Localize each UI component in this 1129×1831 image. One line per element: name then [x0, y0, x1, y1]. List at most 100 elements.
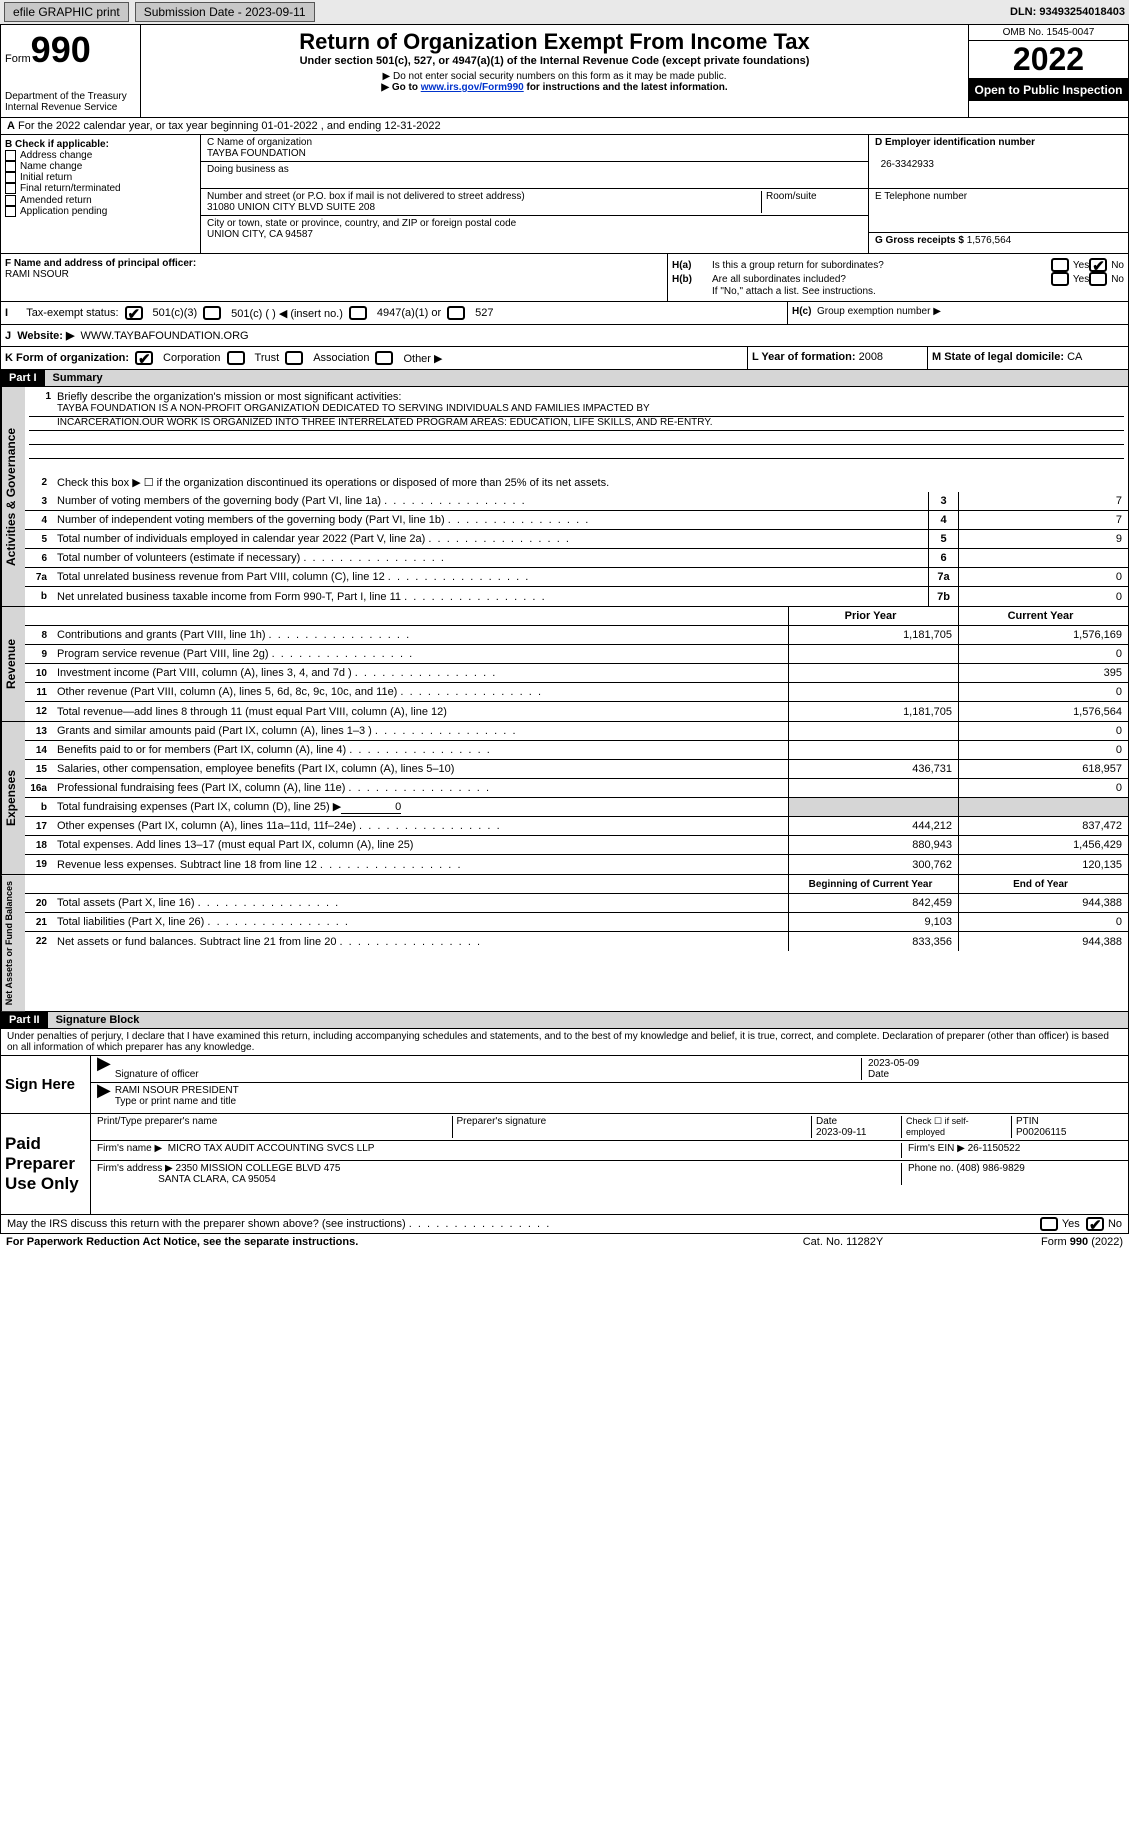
- sign-here-block: Sign Here ▶ Signature of officer 2023-05…: [0, 1056, 1129, 1114]
- l-label: L Year of formation:: [752, 351, 856, 363]
- top-strip: efile GRAPHIC print Submission Date - 20…: [0, 0, 1129, 24]
- sign-here-label: Sign Here: [1, 1056, 91, 1113]
- l6-label: Total number of volunteers (estimate if …: [53, 550, 928, 566]
- tab-net-assets: Net Assets or Fund Balances: [1, 875, 25, 1011]
- gross-receipts-label: G Gross receipts $: [875, 235, 964, 246]
- row-j: J Website: ▶ WWW.TAYBAFOUNDATION.ORG: [0, 325, 1129, 347]
- box-b-title: B Check if applicable:: [5, 139, 109, 150]
- cb-hb-no[interactable]: [1089, 272, 1107, 286]
- tab-revenue: Revenue: [1, 607, 25, 721]
- cb-ha-no[interactable]: [1089, 258, 1107, 272]
- part1-label: Part I: [1, 370, 45, 386]
- cb-address-change[interactable]: [5, 150, 16, 161]
- v6: [958, 549, 1128, 567]
- part1-header: Part I Summary: [0, 370, 1129, 387]
- row-a-text: For the 2022 calendar year, or tax year …: [18, 120, 441, 132]
- hb-label: Are all subordinates included?: [712, 274, 1051, 285]
- form-header: Form990 Department of the Treasury Inter…: [0, 24, 1129, 118]
- part1-title: Summary: [45, 370, 1128, 386]
- cb-final-return[interactable]: [5, 183, 16, 194]
- tab-activities: Activities & Governance: [1, 387, 25, 606]
- tax-exempt-label: Tax-exempt status:: [26, 307, 118, 319]
- part2-label: Part II: [1, 1012, 48, 1028]
- form-subtitle: Under section 501(c), 527, or 4947(a)(1)…: [149, 55, 960, 67]
- cb-initial-return[interactable]: [5, 172, 16, 183]
- row-klm: K Form of organization: Corporation Trus…: [0, 347, 1129, 370]
- efile-print-button[interactable]: efile GRAPHIC print: [4, 2, 129, 22]
- city-state-zip: UNION CITY, CA 94587: [207, 229, 313, 240]
- submission-date-button[interactable]: Submission Date - 2023-09-11: [135, 2, 315, 22]
- irs-link[interactable]: www.irs.gov/Form990: [421, 82, 524, 93]
- row-i: I Tax-exempt status: 501(c)(3) 501(c) ( …: [0, 302, 1129, 325]
- officer-name: RAMI NSOUR: [5, 269, 69, 280]
- l3-label: Number of voting members of the governin…: [53, 493, 928, 509]
- cb-501c[interactable]: [203, 306, 221, 320]
- open-inspection: Open to Public Inspection: [969, 79, 1128, 101]
- ein-value: 26-3342933: [881, 159, 934, 170]
- cb-trust[interactable]: [227, 351, 245, 365]
- irs-label: Internal Revenue Service: [5, 102, 136, 113]
- tax-year: 2022: [969, 41, 1128, 79]
- omb-number: OMB No. 1545-0047: [969, 25, 1128, 41]
- tab-expenses: Expenses: [1, 722, 25, 874]
- hc-label: Group exemption number ▶: [817, 306, 941, 317]
- dln-label: DLN: 93493254018403: [1010, 6, 1125, 18]
- cb-discuss-yes[interactable]: [1040, 1217, 1058, 1231]
- cb-4947[interactable]: [349, 306, 367, 320]
- v7b: 0: [958, 587, 1128, 606]
- officer-label: F Name and address of principal officer:: [5, 258, 196, 269]
- l1-label: Briefly describe the organization's miss…: [57, 391, 401, 403]
- arrow-icon: ▶: [97, 1085, 111, 1107]
- form-title: Return of Organization Exempt From Incom…: [149, 29, 960, 55]
- part2-title: Signature Block: [48, 1012, 1128, 1028]
- cb-hb-yes[interactable]: [1051, 272, 1069, 286]
- cb-other[interactable]: [375, 351, 393, 365]
- paid-preparer-block: Paid Preparer Use Only Print/Type prepar…: [0, 1114, 1129, 1215]
- ha-label: Is this a group return for subordinates?: [712, 260, 1051, 271]
- arrow-icon: ▶: [97, 1058, 111, 1080]
- cb-discuss-no[interactable]: [1086, 1217, 1104, 1231]
- cb-amended[interactable]: [5, 195, 16, 206]
- l5-label: Total number of individuals employed in …: [53, 531, 928, 547]
- dept-treasury: Department of the Treasury: [5, 91, 136, 102]
- current-year-hdr: Current Year: [958, 607, 1128, 625]
- cb-501c3[interactable]: [125, 306, 143, 320]
- cb-name-change[interactable]: [5, 161, 16, 172]
- cb-527[interactable]: [447, 306, 465, 320]
- note-ssn: ▶ Do not enter social security numbers o…: [149, 71, 960, 82]
- form-word: Form: [5, 53, 31, 65]
- cb-corp[interactable]: [135, 351, 153, 365]
- page-footer: For Paperwork Reduction Act Notice, see …: [0, 1234, 1129, 1250]
- form-number: 990: [31, 29, 91, 70]
- ein-label: D Employer identification number: [875, 137, 1035, 148]
- prior-year-hdr: Prior Year: [788, 607, 958, 625]
- l4-label: Number of independent voting members of …: [53, 512, 928, 528]
- footer-cat: Cat. No. 11282Y: [743, 1236, 943, 1248]
- cb-ha-yes[interactable]: [1051, 258, 1069, 272]
- l2-label: Check this box ▶ ☐ if the organization d…: [53, 474, 1128, 491]
- cb-app-pending[interactable]: [5, 206, 16, 217]
- l7b-label: Net unrelated business taxable income fr…: [53, 589, 928, 605]
- declaration-text: Under penalties of perjury, I declare th…: [0, 1029, 1129, 1056]
- website-url: WWW.TAYBAFOUNDATION.ORG: [81, 330, 249, 342]
- cb-assoc[interactable]: [285, 351, 303, 365]
- row-a-tax-year: A For the 2022 calendar year, or tax yea…: [0, 118, 1129, 135]
- addr-label: Number and street (or P.O. box if mail i…: [207, 191, 525, 202]
- gross-receipts-value: 1,576,564: [967, 235, 1012, 246]
- footer-right: Form 990 (2022): [943, 1236, 1123, 1248]
- m-label: M State of legal domicile:: [932, 351, 1064, 363]
- v3: 7: [958, 492, 1128, 510]
- state-domicile: CA: [1067, 351, 1082, 363]
- website-label: Website: ▶: [17, 330, 74, 342]
- v4: 7: [958, 511, 1128, 529]
- org-name-label: C Name of organization: [207, 137, 312, 148]
- mission-1: TAYBA FOUNDATION IS A NON-PROFIT ORGANIZ…: [29, 403, 1124, 417]
- org-name: TAYBA FOUNDATION: [207, 148, 306, 159]
- part2-header: Part II Signature Block: [0, 1012, 1129, 1029]
- h-note: If "No," attach a list. See instructions…: [672, 286, 1124, 297]
- v7a: 0: [958, 568, 1128, 586]
- l7a-label: Total unrelated business revenue from Pa…: [53, 569, 928, 585]
- discuss-row: May the IRS discuss this return with the…: [0, 1215, 1129, 1234]
- room-label: Room/suite: [766, 191, 817, 202]
- k-label: K Form of organization:: [5, 352, 129, 364]
